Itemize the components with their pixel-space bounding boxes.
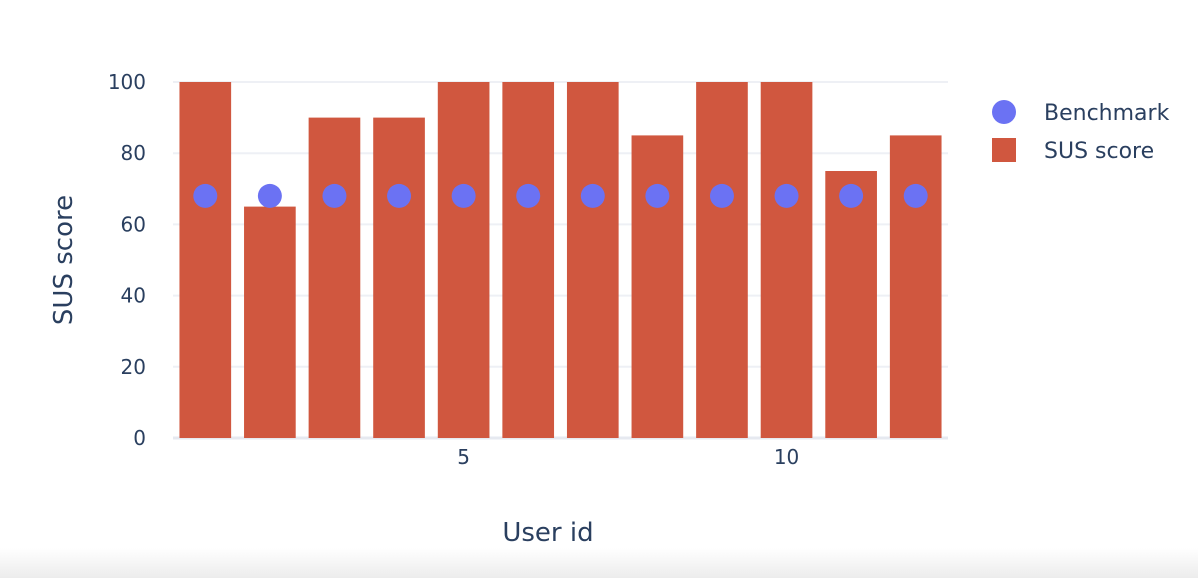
benchmark-point[interactable] xyxy=(322,183,347,208)
y-tick-label: 40 xyxy=(121,284,146,308)
bar[interactable] xyxy=(502,82,555,438)
bottom-fade xyxy=(0,548,1198,578)
y-tick-label: 60 xyxy=(121,212,146,236)
benchmark-point[interactable] xyxy=(516,183,541,208)
benchmark-point[interactable] xyxy=(903,183,928,208)
bar[interactable] xyxy=(889,135,942,438)
benchmark-point[interactable] xyxy=(839,183,864,208)
x-axis-title: User id xyxy=(502,518,593,548)
benchmark-point[interactable] xyxy=(193,183,218,208)
benchmark-point[interactable] xyxy=(709,183,734,208)
bar[interactable] xyxy=(760,82,813,438)
bar[interactable] xyxy=(308,117,361,438)
legend-benchmark-marker xyxy=(992,100,1016,124)
benchmark-point[interactable] xyxy=(257,183,282,208)
bar[interactable] xyxy=(566,82,619,438)
legend-item-sus-score[interactable]: SUS score xyxy=(992,138,1154,164)
grid xyxy=(173,81,948,440)
benchmark-point[interactable] xyxy=(451,183,476,208)
legend[interactable]: Benchmark SUS score xyxy=(992,100,1170,164)
x-axis: 5 10 xyxy=(457,445,799,469)
bar[interactable] xyxy=(437,82,490,438)
legend-sus-score-marker xyxy=(992,138,1016,162)
bar[interactable] xyxy=(373,117,425,438)
bar[interactable] xyxy=(631,135,684,438)
bar[interactable] xyxy=(696,82,748,438)
x-tick-label: 10 xyxy=(774,445,799,469)
benchmark-point[interactable] xyxy=(645,183,670,208)
legend-sus-score-label: SUS score xyxy=(1044,139,1154,164)
benchmark-point[interactable] xyxy=(387,183,412,208)
x-tick-label: 5 xyxy=(457,445,470,469)
y-tick-label: 80 xyxy=(121,141,146,165)
legend-item-benchmark[interactable]: Benchmark xyxy=(992,100,1170,126)
bar[interactable] xyxy=(179,82,232,438)
bar[interactable] xyxy=(244,206,296,438)
y-axis-title: SUS score xyxy=(49,195,79,325)
y-axis: 0 20 40 60 80 100 xyxy=(108,70,146,450)
benchmark-point[interactable] xyxy=(774,183,799,208)
y-tick-label: 0 xyxy=(133,426,146,450)
y-tick-label: 20 xyxy=(121,355,146,379)
y-tick-label: 100 xyxy=(108,70,146,94)
bar[interactable] xyxy=(825,171,877,438)
legend-benchmark-label: Benchmark xyxy=(1044,101,1170,126)
benchmark-point[interactable] xyxy=(580,183,605,208)
bars-series xyxy=(179,82,942,438)
benchmark-series xyxy=(193,183,928,208)
